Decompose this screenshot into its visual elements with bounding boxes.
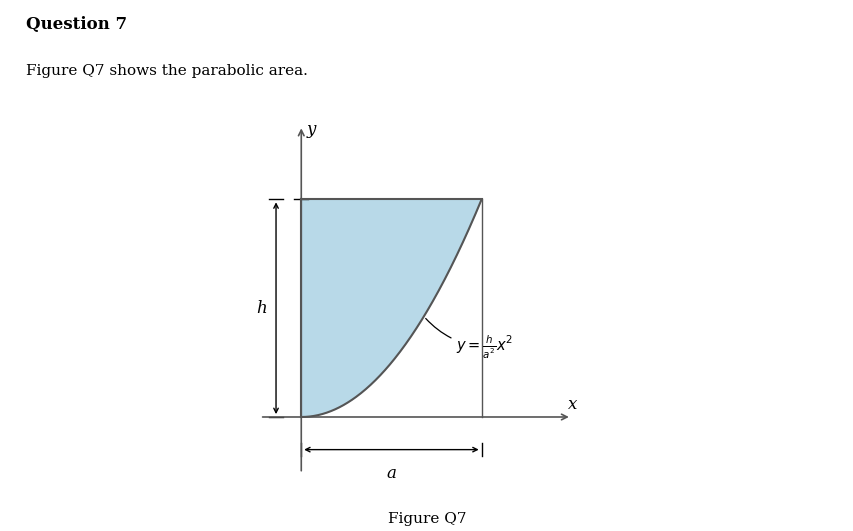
- Text: $y = \frac{h}{a^2}x^2$: $y = \frac{h}{a^2}x^2$: [426, 319, 513, 361]
- Text: Figure Q7: Figure Q7: [387, 512, 466, 526]
- Text: a: a: [386, 465, 396, 482]
- Text: Figure Q7 shows the parabolic area.: Figure Q7 shows the parabolic area.: [26, 64, 307, 78]
- Text: x: x: [567, 396, 577, 413]
- Polygon shape: [301, 200, 481, 417]
- Text: h: h: [256, 299, 267, 316]
- Text: y: y: [306, 121, 316, 138]
- Text: Question 7: Question 7: [26, 16, 126, 33]
